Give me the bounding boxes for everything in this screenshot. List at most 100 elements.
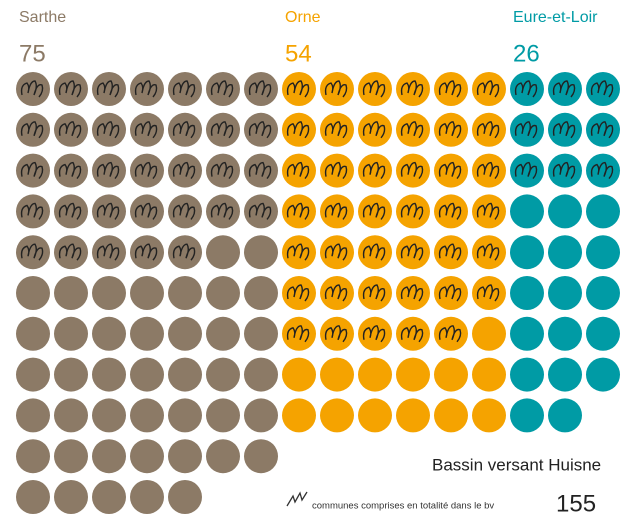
hatched-dot — [168, 194, 202, 229]
hatched-dot — [434, 276, 468, 310]
dot — [168, 316, 202, 351]
hatched-dot — [282, 72, 316, 106]
dot — [168, 439, 202, 474]
hatch — [324, 161, 348, 180]
hatched-dot — [282, 153, 316, 188]
hatch — [286, 121, 310, 139]
hatch — [172, 161, 196, 180]
dot — [16, 398, 50, 433]
dot — [16, 316, 50, 351]
hatch — [514, 161, 538, 180]
dot — [510, 194, 544, 229]
hatch — [400, 121, 424, 139]
hatched-dot — [472, 153, 506, 188]
dot — [206, 398, 240, 433]
hatch — [172, 80, 196, 98]
hatch — [172, 121, 196, 139]
hatched-dot — [92, 72, 126, 106]
hatch — [400, 161, 424, 180]
hatch — [96, 161, 120, 180]
hatched-dot — [434, 153, 468, 188]
hatched-dot — [282, 112, 316, 147]
dot — [206, 316, 240, 351]
hatch — [400, 202, 424, 220]
hatch — [134, 121, 158, 139]
dot — [586, 235, 620, 270]
hatched-dot — [54, 72, 88, 106]
hatched-dot — [130, 194, 164, 229]
dot — [168, 357, 202, 392]
hatch — [400, 80, 424, 98]
hatch — [134, 161, 158, 180]
dot — [244, 398, 278, 433]
hatch — [286, 161, 310, 180]
hatched-dot — [472, 235, 506, 270]
hatch — [400, 243, 424, 261]
hatch — [210, 202, 234, 220]
dot — [472, 398, 506, 433]
hatch — [324, 284, 348, 302]
hatch — [438, 325, 462, 343]
dot — [510, 316, 544, 351]
dot — [510, 357, 544, 392]
hatched-dot — [434, 194, 468, 229]
series-value: 75 — [19, 40, 46, 67]
hatch — [476, 121, 500, 139]
hatched-dot — [396, 153, 430, 188]
hatch — [514, 121, 538, 139]
dot — [244, 439, 278, 474]
hatched-dot — [168, 235, 202, 270]
hatched-dot — [320, 153, 354, 188]
dot — [548, 276, 582, 310]
hatch — [20, 121, 44, 139]
dot — [92, 316, 126, 351]
series-value: 26 — [513, 40, 540, 67]
dot — [586, 194, 620, 229]
dot — [16, 357, 50, 392]
hatch — [210, 161, 234, 180]
total: 155 — [556, 490, 596, 517]
dot — [130, 439, 164, 474]
dot — [244, 357, 278, 392]
hatch — [362, 325, 386, 343]
hatched-dot — [548, 153, 582, 188]
hatch — [58, 121, 82, 139]
hatched-dot — [206, 153, 240, 188]
hatched-dot — [320, 194, 354, 229]
hatch — [210, 80, 234, 98]
dot — [206, 439, 240, 474]
dot — [130, 480, 164, 514]
hatch — [552, 121, 576, 139]
hatch — [438, 284, 462, 302]
hatched-dot — [130, 235, 164, 270]
hatched-dot — [358, 72, 392, 106]
hatch — [362, 243, 386, 261]
hatch — [552, 80, 576, 98]
dot — [548, 357, 582, 392]
hatch — [324, 325, 348, 343]
hatch — [514, 80, 538, 98]
series-name: Eure-et-Loir — [513, 9, 598, 26]
dot — [54, 316, 88, 351]
hatched-dot — [282, 194, 316, 229]
hatched-dot — [130, 112, 164, 147]
hatch — [362, 202, 386, 220]
hatched-dot — [320, 72, 354, 106]
hatch — [134, 243, 158, 261]
dot — [168, 276, 202, 310]
dot — [472, 357, 506, 392]
hatch — [362, 161, 386, 180]
hatched-dot — [16, 153, 50, 188]
hatched-dot — [244, 194, 278, 229]
hatch — [552, 161, 576, 180]
hatched-dot — [206, 72, 240, 106]
dot — [358, 357, 392, 392]
dot — [130, 276, 164, 310]
hatch — [20, 243, 44, 261]
hatched-dot — [16, 194, 50, 229]
hatch — [96, 243, 120, 261]
hatch — [476, 243, 500, 261]
hatch — [438, 202, 462, 220]
hatch — [286, 202, 310, 220]
